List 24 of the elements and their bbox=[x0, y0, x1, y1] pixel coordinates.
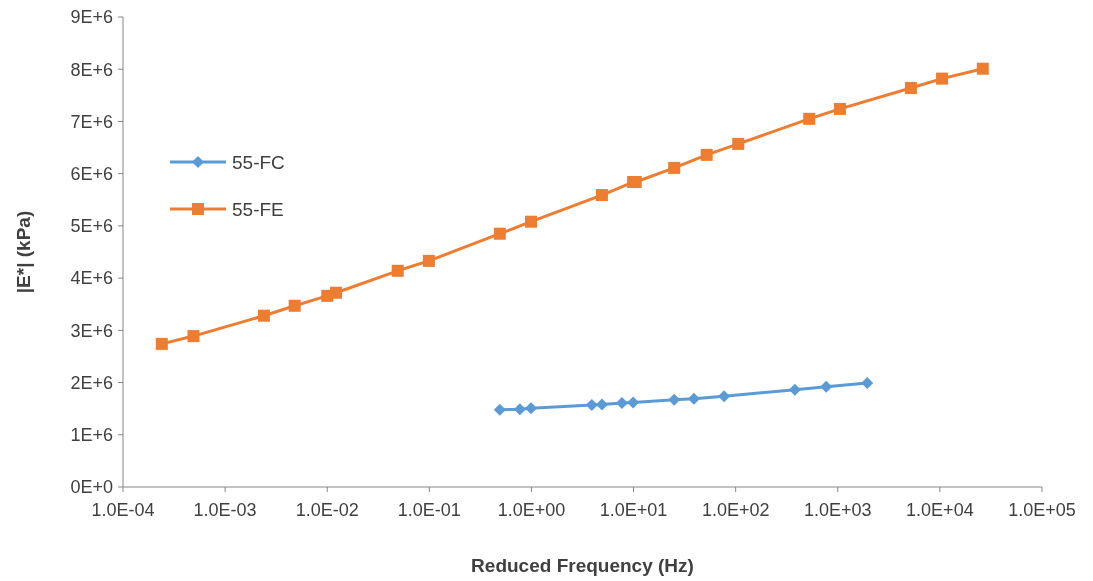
x-tick-label: 1.0E+00 bbox=[497, 500, 566, 520]
x-tick-label: 1.0E+02 bbox=[701, 500, 770, 520]
x-tick-label: 1.0E+01 bbox=[599, 500, 668, 520]
y-tick-label: 5E+6 bbox=[70, 216, 113, 237]
x-axis-title: Reduced Frequency (Hz) bbox=[471, 555, 694, 576]
y-tick-label: 9E+6 bbox=[70, 7, 113, 28]
y-tick-label: 7E+6 bbox=[70, 111, 113, 132]
y-tick-label: 1E+6 bbox=[70, 425, 113, 446]
x-tick-label: 1.0E+05 bbox=[1008, 500, 1076, 520]
x-tick-label: 1.0E-01 bbox=[397, 500, 461, 520]
y-axis-title: |E*| (kPa) bbox=[13, 210, 34, 294]
y-tick-label: 3E+6 bbox=[70, 320, 113, 341]
x-tick-label: 1.0E-04 bbox=[91, 500, 155, 520]
x-tick-label: 1.0E+03 bbox=[804, 500, 872, 520]
y-tick-label: 2E+6 bbox=[70, 372, 113, 393]
x-tick-label: 1.0E-03 bbox=[193, 500, 257, 520]
y-tick-label: 4E+6 bbox=[70, 268, 113, 289]
x-tick-label: 1.0E+04 bbox=[906, 500, 974, 520]
y-tick-label: 6E+6 bbox=[70, 163, 113, 184]
legend-label: 55-FE bbox=[232, 198, 284, 220]
legend-label: 55-FC bbox=[232, 151, 285, 173]
y-tick-label: 0E+0 bbox=[70, 477, 113, 498]
x-tick-label: 1.0E-02 bbox=[295, 500, 359, 520]
y-tick-label: 8E+6 bbox=[70, 59, 113, 80]
